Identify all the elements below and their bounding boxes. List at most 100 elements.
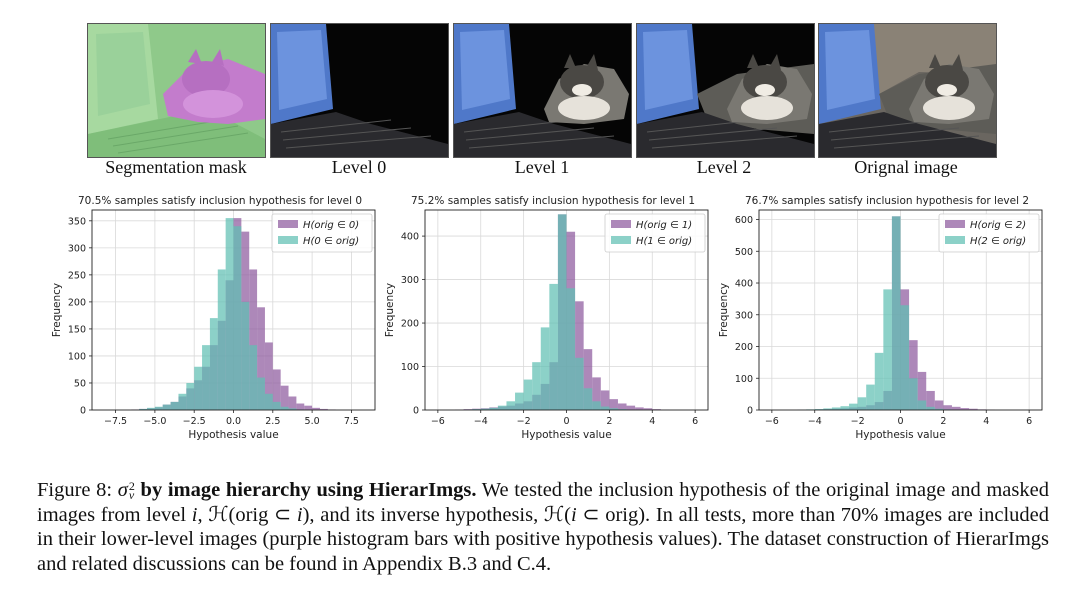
bar-teal [288, 408, 297, 410]
x-tick-label: −7.5 [104, 416, 127, 427]
chart-title: 70.5% samples satisfy inclusion hypothes… [78, 195, 362, 207]
x-tick-label: −4 [808, 416, 822, 427]
y-tick-label: 100 [68, 351, 86, 362]
bar-purple [575, 301, 584, 410]
bar-purple [909, 340, 918, 410]
bar-teal [823, 408, 832, 410]
bar-purple [288, 396, 297, 410]
legend-label: H(1 ∈ orig) [636, 236, 692, 247]
bar-purple [617, 403, 627, 410]
y-tick-label: 300 [68, 243, 86, 254]
bar-teal [225, 218, 234, 410]
bar-teal [186, 382, 195, 410]
y-tick-label: 400 [735, 279, 753, 290]
x-tick-label: −5.0 [143, 416, 166, 427]
segmentation-mask-label: Segmentation mask [105, 157, 247, 177]
x-axis-label: Hypothesis value [521, 429, 611, 441]
bar-teal [202, 345, 210, 410]
x-tick-label: 0 [897, 416, 903, 427]
bar-teal [814, 409, 824, 410]
y-tick-label: 200 [68, 297, 86, 308]
original-image-label: Orignal image [854, 157, 958, 177]
bar-purple [264, 342, 273, 410]
sigma-subscript: v [128, 488, 135, 503]
bar-teal [162, 404, 171, 410]
bar-purple [280, 385, 289, 410]
level-2-image [636, 23, 815, 158]
bar-teal [241, 301, 250, 410]
caption-text-1: We tested the inclusion hypothesis of th… [37, 479, 1049, 526]
x-tick-label: 5.0 [305, 416, 320, 427]
x-tick-label: 6 [1026, 416, 1032, 427]
legend-label: H(orig ∈ 2) [970, 220, 1026, 231]
caption-text-3: (orig ⊂ [228, 503, 297, 526]
bar-purple [319, 408, 328, 410]
bar-purple [257, 307, 265, 410]
bar-teal [233, 226, 242, 410]
bar-teal [840, 406, 850, 410]
histogram-level-1: 0 100 200 300 400 −6 −4 −2 0 2 4 6 Hypothesis value F… [383, 190, 713, 445]
bar-purple [592, 377, 601, 410]
bar-teal [209, 318, 218, 410]
bar-teal [532, 362, 541, 410]
y-tick-label: 100 [735, 374, 753, 385]
bar-teal [515, 392, 524, 410]
bar-teal [592, 401, 601, 410]
caption-h-symbol-2: ℋ [543, 503, 565, 526]
x-tick-label: −4 [474, 416, 488, 427]
y-tick-label: 200 [735, 342, 753, 353]
bar-teal [139, 408, 148, 410]
legend: H(orig ∈ 2) H(2 ∈ orig) [938, 213, 1040, 253]
x-tick-label: −2.5 [183, 416, 206, 427]
bar-teal [934, 408, 944, 410]
legend-label: H(2 ∈ orig) [970, 236, 1026, 247]
bar-purple [917, 371, 927, 410]
bar-purple [635, 407, 644, 410]
y-tick-label: 50 [74, 378, 86, 389]
bar-teal [194, 366, 203, 410]
bar-teal [480, 408, 490, 410]
legend-swatch-purple [278, 220, 298, 228]
x-tick-label: −6 [765, 416, 779, 427]
bar-teal [249, 345, 258, 410]
bar-purple [960, 408, 970, 410]
chart-title: 76.7% samples satisfy inclusion hypothes… [745, 195, 1029, 207]
bar-teal [891, 216, 901, 410]
legend-label: H(0 ∈ orig) [303, 236, 359, 247]
caption-text-2: , [197, 503, 209, 526]
caption-var-i-3: i [570, 503, 577, 526]
bar-teal [926, 406, 935, 410]
y-tick-label: 300 [401, 275, 419, 286]
bar-purple [249, 269, 258, 410]
bar-teal [549, 283, 558, 410]
legend-swatch-teal [611, 236, 631, 244]
caption-text-5: ( [564, 503, 571, 526]
y-tick-label: 600 [735, 215, 753, 226]
y-tick-label: 400 [401, 232, 419, 243]
bar-teal [170, 401, 179, 410]
caption-text-4: ), and its inverse hypothesis, [302, 503, 544, 526]
bar-teal [874, 352, 884, 410]
level-2-label: Level 2 [696, 157, 752, 177]
bar-teal [900, 305, 910, 410]
bar-teal [831, 407, 841, 410]
histogram-svg: 0 50 100 150 200 250 300 350 −7.5 −5.0 −2.5 0.0 2.5 5… [51, 195, 376, 441]
bar-teal [506, 401, 516, 410]
sigma-superscript: 2 [128, 479, 135, 494]
y-tick-label: 100 [401, 362, 419, 373]
x-tick-label: 4 [983, 416, 989, 427]
histogram-svg: 0 100 200 300 400 500 600 −6 −4 −2 0 2 4 6 Hypothesis … [718, 195, 1043, 441]
y-tick-label: 200 [401, 319, 419, 330]
bar-purple [312, 407, 320, 410]
legend-label: H(orig ∈ 1) [636, 220, 692, 231]
segmentation-mask-image [87, 23, 266, 158]
bar-purple [926, 390, 935, 410]
bar-teal [257, 377, 265, 410]
y-tick-label: 150 [68, 324, 86, 335]
x-tick-label: 0.0 [226, 416, 241, 427]
bar-purple [951, 406, 961, 410]
level-0-image [270, 23, 449, 158]
image-strip: Segmentation mask Level 0 Level 1 Level … [0, 0, 1080, 185]
bar-teal [147, 407, 155, 410]
bar-teal [540, 327, 550, 410]
